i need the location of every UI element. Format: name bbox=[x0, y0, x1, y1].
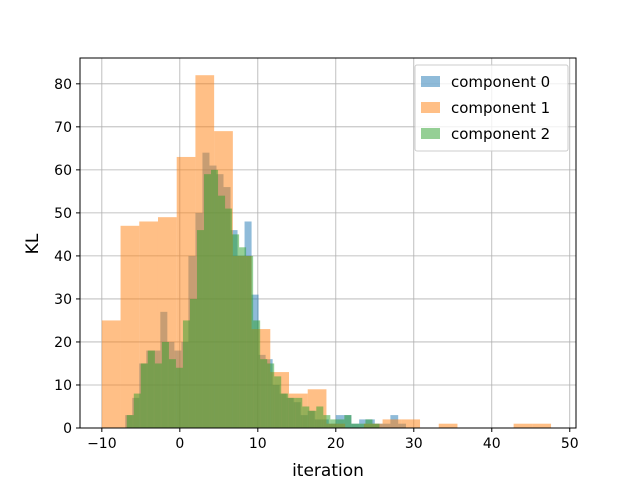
histogram-bar bbox=[101, 320, 121, 428]
histogram-bar bbox=[438, 423, 458, 428]
x-tick-label: 40 bbox=[483, 436, 501, 452]
legend-label: component 2 bbox=[451, 125, 550, 143]
histogram-bar bbox=[513, 423, 533, 428]
legend-swatch bbox=[421, 76, 440, 87]
histogram-bar bbox=[175, 367, 183, 428]
histogram-bar bbox=[232, 234, 240, 428]
y-tick-label: 40 bbox=[54, 249, 72, 265]
y-axis-ticks: 0 10 20 30 40 50 60 70 80 bbox=[54, 77, 80, 437]
histogram-bar bbox=[182, 320, 190, 428]
y-tick-label: 50 bbox=[54, 206, 72, 222]
histogram-bar bbox=[532, 423, 552, 428]
y-tick-label: 80 bbox=[54, 77, 72, 93]
histogram-bar bbox=[302, 406, 310, 428]
histogram-bar bbox=[288, 397, 296, 428]
histogram-bar bbox=[196, 230, 204, 428]
y-tick-label: 0 bbox=[63, 421, 72, 437]
histogram-bar bbox=[281, 393, 289, 428]
histogram-bar bbox=[295, 397, 303, 428]
histogram-bar bbox=[225, 208, 233, 428]
histogram-bar bbox=[316, 406, 324, 428]
histogram-bar bbox=[147, 350, 155, 428]
x-tick-label: 30 bbox=[405, 436, 423, 452]
histogram-bar bbox=[382, 419, 402, 428]
x-axis-label: iteration bbox=[292, 461, 364, 480]
histogram-bar bbox=[365, 419, 373, 428]
histogram-bar bbox=[323, 415, 331, 428]
histogram-bar bbox=[239, 247, 247, 428]
histogram-bar bbox=[246, 255, 254, 428]
y-tick-label: 20 bbox=[54, 335, 72, 351]
histogram-bar bbox=[401, 419, 421, 428]
histogram-bar bbox=[218, 195, 226, 428]
x-tick-label: 20 bbox=[327, 436, 345, 452]
histogram-bar bbox=[120, 225, 140, 428]
histogram-bar bbox=[168, 359, 176, 428]
histogram-bar bbox=[211, 169, 219, 428]
histogram-bar bbox=[253, 320, 261, 428]
legend-swatch bbox=[421, 128, 440, 139]
legend-box bbox=[414, 64, 569, 152]
legend-swatch bbox=[421, 102, 440, 113]
histogram-bar bbox=[126, 415, 134, 428]
histogram-bar bbox=[133, 393, 141, 428]
x-tick-label: 50 bbox=[561, 436, 579, 452]
histogram-bar bbox=[267, 363, 275, 428]
histogram-bar bbox=[330, 419, 338, 428]
plot-frame bbox=[79, 57, 577, 429]
histogram-bar bbox=[260, 359, 268, 428]
series-2-bars bbox=[126, 169, 380, 428]
histogram-bars bbox=[101, 75, 552, 429]
y-tick-label: 70 bbox=[54, 120, 72, 136]
legend-label: component 0 bbox=[451, 73, 550, 91]
histogram-bar bbox=[344, 415, 352, 428]
x-tick-label: 10 bbox=[249, 436, 267, 452]
histogram-bar bbox=[309, 410, 317, 428]
histogram-bar bbox=[140, 363, 148, 428]
histogram-bar bbox=[358, 423, 366, 428]
histogram-bar bbox=[161, 341, 169, 428]
y-tick-label: 10 bbox=[54, 378, 72, 394]
histogram-bar bbox=[337, 419, 345, 428]
x-tick-label: −10 bbox=[87, 436, 117, 452]
legend-label: component 1 bbox=[451, 99, 550, 117]
x-tick-label: 0 bbox=[175, 436, 184, 452]
y-axis-label: KL bbox=[23, 233, 43, 254]
legend: component 0 component 1 component 2 bbox=[414, 64, 569, 152]
histogram-bar bbox=[189, 298, 197, 428]
histogram-bar bbox=[372, 423, 380, 428]
histogram-bar bbox=[274, 376, 282, 428]
y-tick-label: 60 bbox=[54, 163, 72, 179]
histogram-bar bbox=[351, 423, 359, 428]
y-tick-label: 30 bbox=[54, 292, 72, 308]
histogram-bar bbox=[154, 363, 162, 428]
histogram-bar bbox=[204, 174, 212, 428]
x-axis-ticks: −10 0 10 20 30 40 50 bbox=[87, 428, 579, 452]
